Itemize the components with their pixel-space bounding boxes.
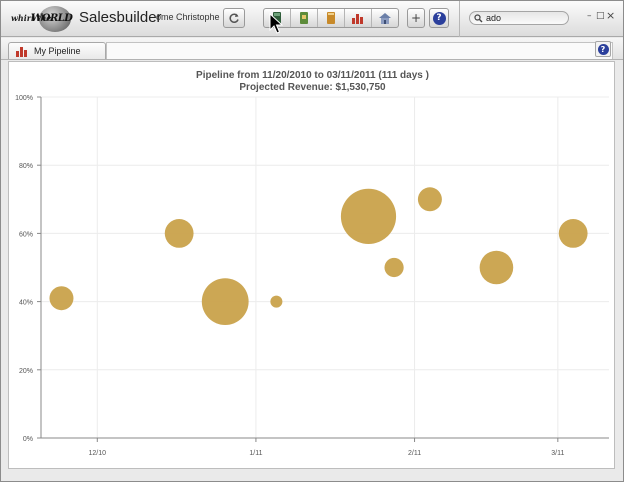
user-name: ome Christophe xyxy=(156,12,220,22)
chart-title: Pipeline from 11/20/2010 to 03/11/2011 (… xyxy=(196,70,429,81)
globe-icon xyxy=(39,6,71,32)
home-button[interactable] xyxy=(372,9,398,27)
book-green-icon xyxy=(300,12,308,24)
bar-chart-icon xyxy=(16,47,27,57)
x-tick-label: 3/11 xyxy=(551,450,564,457)
pipeline-bubble xyxy=(201,278,249,325)
help-icon: ? xyxy=(597,43,609,55)
title-bar: whirl the WORLD Salesbuilder ome Christo… xyxy=(1,1,623,37)
y-tick-label: 80% xyxy=(19,163,33,170)
accounts-button[interactable] xyxy=(291,9,318,27)
app-title: Salesbuilder xyxy=(79,9,162,26)
search-input[interactable] xyxy=(486,13,566,23)
x-tick-label: 1/11 xyxy=(249,450,262,457)
refresh-button[interactable] xyxy=(223,8,245,28)
x-tick-label: 2/11 xyxy=(408,450,421,457)
logo-text-whirl: whirl the xyxy=(11,13,52,23)
help-icon: ? xyxy=(432,11,446,25)
y-tick-label: 60% xyxy=(19,231,33,238)
bar-chart-icon xyxy=(352,14,363,24)
help-button[interactable]: ? xyxy=(429,8,449,28)
search-icon xyxy=(474,13,483,22)
toolbar-separator xyxy=(459,1,460,37)
pipeline-bubble xyxy=(417,187,442,212)
x-tick-label: 12/10 xyxy=(89,450,107,457)
y-tick-label: 100% xyxy=(15,95,33,102)
mouse-cursor-icon xyxy=(269,13,283,34)
tab-bar: My Pipeline ? xyxy=(1,38,623,60)
pipeline-bubble xyxy=(384,257,404,278)
add-button[interactable]: + xyxy=(407,8,425,28)
chart-subtitle: Projected Revenue: $1,530,750 xyxy=(239,82,386,93)
pipeline-bubble xyxy=(479,250,514,285)
home-icon xyxy=(379,13,391,24)
y-tick-label: 40% xyxy=(19,300,33,307)
view-toolbar-group xyxy=(263,8,399,28)
tab-my-pipeline[interactable]: My Pipeline xyxy=(8,42,106,59)
tab-strip-empty xyxy=(106,42,613,59)
pipeline-bubble xyxy=(270,295,283,308)
y-tick-label: 0% xyxy=(23,436,33,443)
pipeline-bubble xyxy=(49,286,74,311)
reports-button[interactable] xyxy=(345,9,372,27)
search-box[interactable] xyxy=(469,11,569,25)
maximize-button[interactable]: □ xyxy=(596,11,605,21)
refresh-icon xyxy=(229,13,239,23)
pipeline-bubble xyxy=(558,219,588,248)
pipeline-bubble xyxy=(340,188,397,244)
book-orange-icon xyxy=(327,12,335,24)
app-logo: whirl the WORLD xyxy=(9,6,73,32)
pipeline-panel: Pipeline from 11/20/2010 to 03/11/2011 (… xyxy=(8,61,615,469)
pipeline-bubble xyxy=(164,219,194,248)
tab-label: My Pipeline xyxy=(34,46,81,56)
logo-text-world: WORLD xyxy=(31,13,73,24)
close-button[interactable]: × xyxy=(606,9,616,22)
contacts-button[interactable] xyxy=(318,9,345,27)
y-tick-label: 20% xyxy=(19,368,33,375)
panel-help-button[interactable]: ? xyxy=(595,41,611,57)
pipeline-bubble-chart: 0% 20% 40% 60% 80% 100% 12/10 1/11 2/11 3/11 xyxy=(15,95,609,457)
minimize-button[interactable]: – xyxy=(587,11,592,21)
